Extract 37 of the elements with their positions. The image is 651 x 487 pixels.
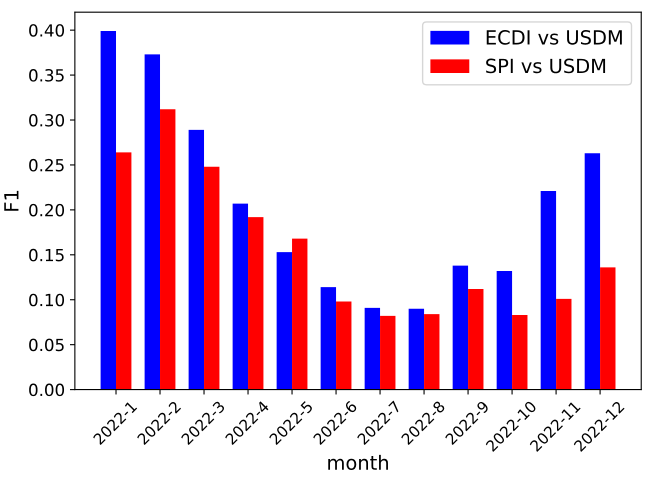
y-tick-label: 0.10 (29, 294, 64, 306)
legend-label: SPI vs USDM (486, 58, 606, 74)
y-tick-label: 0.05 (29, 338, 64, 352)
bar (144, 54, 160, 390)
y-tick-label: 0.25 (29, 158, 64, 172)
y-axis-title: F1 (4, 190, 18, 211)
bar (336, 302, 352, 390)
bar (232, 204, 248, 390)
bar (496, 270, 512, 390)
bar (320, 287, 336, 390)
legend-label: ECDI vs USDM (486, 30, 622, 45)
bar (160, 109, 176, 390)
y-tick-label: 0.15 (29, 248, 64, 262)
bar (364, 308, 380, 390)
y-tick-label: 0.40 (29, 24, 64, 37)
x-axis-title: month (328, 454, 388, 470)
bar (556, 298, 572, 390)
bar (248, 217, 264, 390)
bar (276, 252, 292, 390)
bar (116, 152, 132, 390)
bar (204, 166, 220, 390)
bar (468, 288, 484, 390)
y-tick-label: 0.00 (29, 384, 64, 396)
bar (100, 31, 116, 390)
y-tick-label: 0.35 (29, 69, 64, 82)
bar (540, 191, 556, 390)
bar (292, 238, 308, 390)
bar (424, 314, 440, 390)
bar (512, 315, 528, 390)
bar (380, 316, 396, 390)
bar (584, 153, 600, 390)
bar (452, 266, 468, 390)
y-tick-label: 0.20 (29, 204, 64, 216)
bar (188, 130, 204, 390)
y-tick-label: 0.30 (29, 114, 64, 127)
bar (408, 308, 424, 390)
bar (600, 267, 616, 390)
